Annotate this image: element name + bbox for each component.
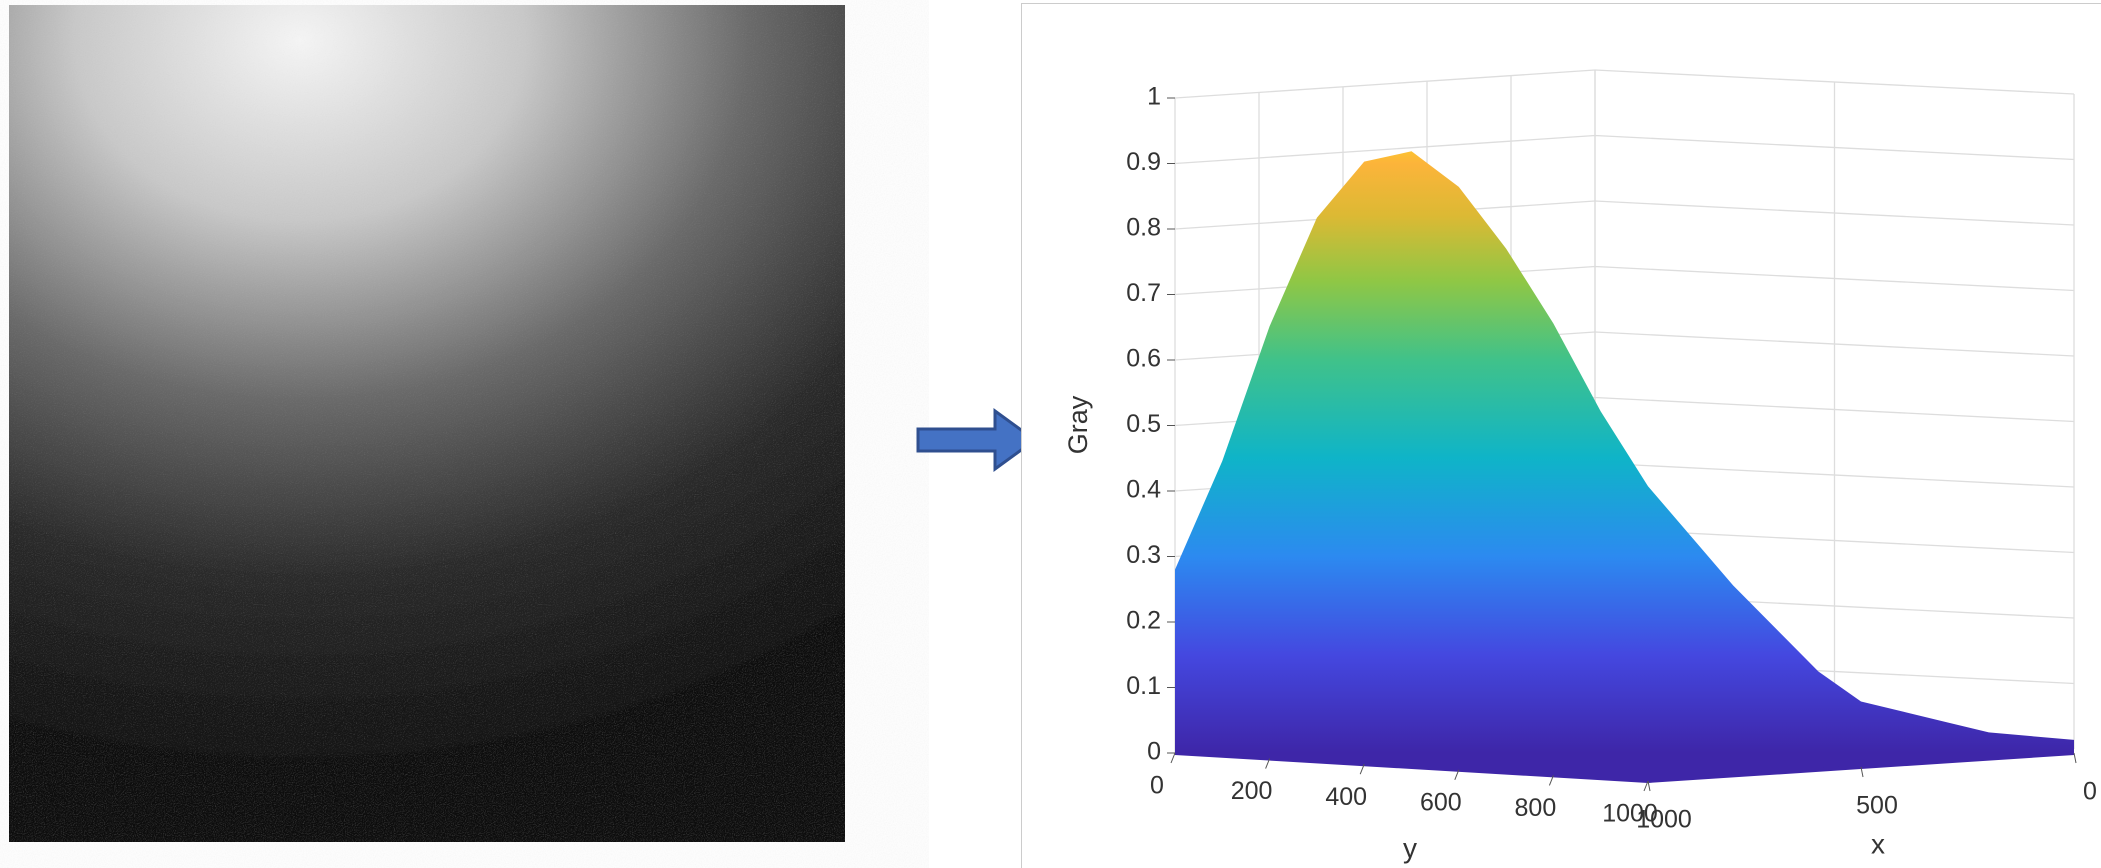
z-tick-label: 0.2 bbox=[1126, 607, 1161, 635]
z-tick-label: 0.9 bbox=[1126, 148, 1161, 176]
y-tick bbox=[1548, 775, 1554, 786]
y-tick bbox=[1643, 780, 1649, 792]
y-axis-label: y bbox=[1403, 832, 1417, 863]
x-axis-label: x bbox=[1871, 828, 1885, 859]
arrow bbox=[916, 408, 1038, 472]
z-tick-label: 0.4 bbox=[1126, 476, 1161, 504]
z-tick-label: 0.7 bbox=[1126, 279, 1161, 307]
y-tick bbox=[1265, 758, 1271, 769]
z-axis-label: Gray bbox=[1063, 395, 1093, 454]
z-tick-label: 0.8 bbox=[1126, 214, 1161, 242]
z-tick-label: 0.6 bbox=[1126, 345, 1161, 373]
y-tick-label: 200 bbox=[1231, 777, 1273, 805]
x-tick-label: 500 bbox=[1856, 792, 1898, 820]
y-tick bbox=[1359, 764, 1365, 775]
y-tick-label: 600 bbox=[1420, 788, 1462, 816]
source-image bbox=[9, 5, 845, 842]
z-tick-label: 1 bbox=[1147, 83, 1161, 111]
x-tick bbox=[1860, 766, 1864, 778]
y-tick bbox=[1454, 769, 1460, 780]
y-tick-label: 800 bbox=[1515, 794, 1557, 822]
x-tick-label: 0 bbox=[2083, 778, 2097, 806]
plot: 0 0.1 0.2 0.3 0.4 0.5 0.6 0.7 0.8 0.9 1 0 200 400 600 8… bbox=[1063, 69, 2097, 863]
surface-x-edge bbox=[1648, 486, 2074, 781]
surface-y-edge bbox=[1175, 151, 1648, 782]
z-tick-label: 0.3 bbox=[1126, 541, 1161, 569]
y-tick-label: 0 bbox=[1150, 772, 1164, 800]
z-tick-label: 0 bbox=[1147, 738, 1161, 766]
y-tick-label: 1000 bbox=[1602, 800, 1658, 828]
y-tick-label: 400 bbox=[1325, 783, 1367, 811]
y-tick bbox=[1170, 752, 1176, 764]
z-tick-label: 0.1 bbox=[1126, 672, 1161, 700]
z-tick-label: 0.5 bbox=[1126, 410, 1161, 438]
x-tick-label: 1000 bbox=[1636, 806, 1692, 834]
x-tick bbox=[1647, 780, 1651, 792]
x-tick bbox=[2073, 752, 2077, 764]
